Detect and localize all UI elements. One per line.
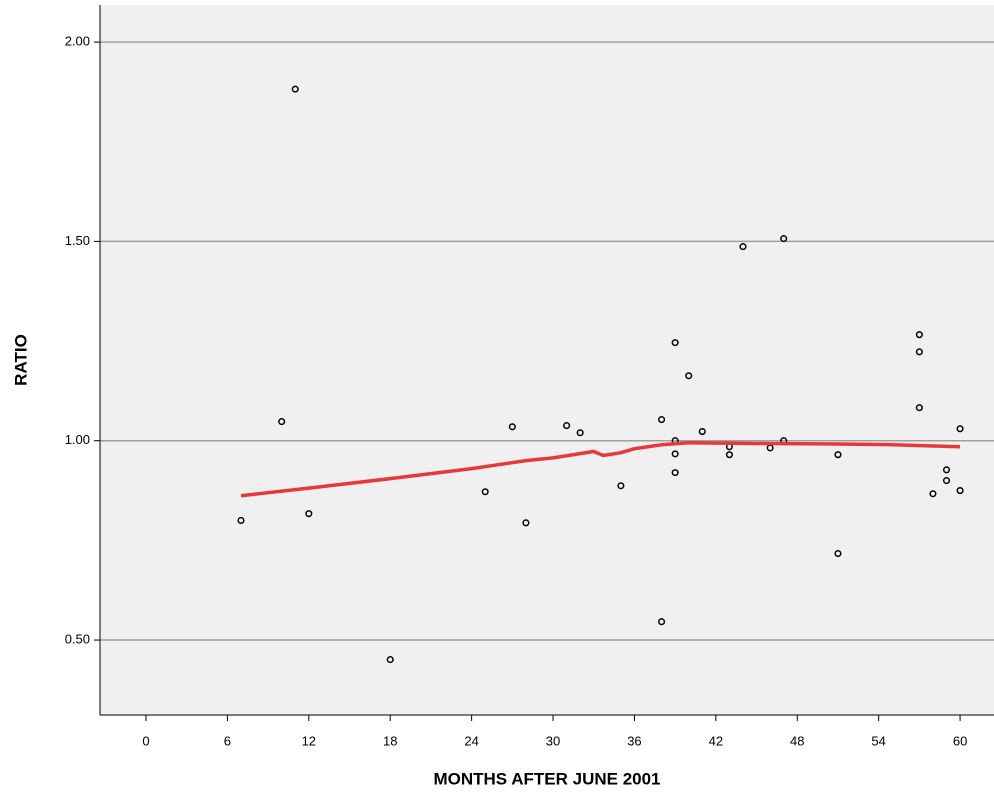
point (834, 549, 842, 558)
point (780, 235, 788, 243)
point (576, 429, 584, 437)
y-tick-label: 2.00 (65, 34, 90, 49)
point (291, 85, 299, 93)
x-tick-label: 30 (546, 733, 560, 748)
plot-area (100, 5, 994, 715)
point (658, 416, 666, 424)
point (658, 618, 666, 626)
point (237, 516, 245, 525)
x-tick-label: 18 (383, 733, 397, 748)
x-tick-label: 48 (790, 733, 804, 748)
point (956, 487, 964, 495)
y-axis-label: RATIO (11, 334, 30, 386)
x-tick-label: 24 (464, 733, 478, 748)
point (942, 466, 951, 474)
point (617, 482, 625, 490)
point (942, 477, 951, 485)
y-tick-label: 1.50 (65, 233, 90, 248)
x-axis-label: MONTHS AFTER JUNE 2001 (433, 769, 660, 788)
y-tick-label: 0.50 (65, 631, 90, 646)
point (508, 423, 516, 431)
point (956, 425, 964, 433)
point (698, 428, 706, 436)
x-tick-label: 12 (302, 733, 316, 748)
point (929, 490, 937, 498)
x-tick-label: 60 (953, 733, 967, 748)
point (305, 510, 313, 518)
point (671, 469, 679, 477)
point (671, 450, 679, 458)
point (834, 451, 842, 459)
y-tick-label: 1.00 (65, 432, 90, 447)
point (915, 348, 923, 356)
point (278, 418, 286, 426)
x-tick-label: 0 (142, 733, 149, 748)
point (915, 331, 923, 339)
point (725, 451, 733, 459)
point (481, 488, 489, 496)
point (915, 404, 923, 412)
point (522, 519, 530, 527)
point (563, 422, 571, 430)
x-tick-label: 42 (709, 733, 723, 748)
fit-line (240, 440, 961, 498)
point (386, 656, 394, 664)
x-tick-label: 54 (871, 733, 885, 748)
point (685, 372, 693, 380)
x-tick-label: 6 (224, 733, 231, 748)
x-tick-label: 36 (627, 733, 641, 748)
point (739, 243, 747, 251)
point (671, 339, 679, 347)
